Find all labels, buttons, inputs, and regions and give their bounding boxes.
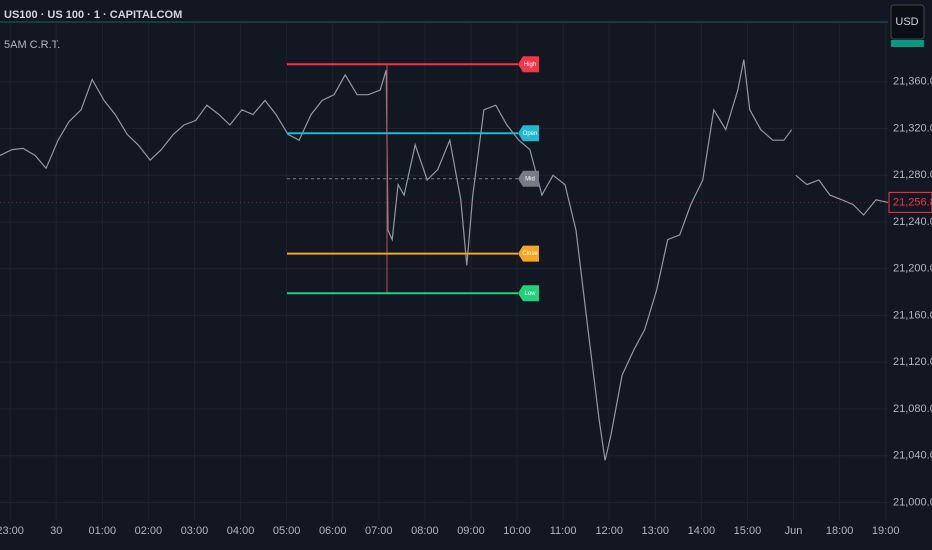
- plot-area: 21,000.0 21,040.0 21,080.0 21,120.0 21,160.0…: [0, 23, 932, 537]
- level-label: Mid: [525, 176, 535, 182]
- level-label: Open: [523, 131, 538, 137]
- x-tick-label: 08:00: [411, 525, 439, 537]
- level-tag: [518, 285, 539, 302]
- x-tick-label: 09:00: [457, 525, 485, 537]
- y-tick-label: 21,120.0: [893, 356, 932, 368]
- x-tick-label: 03:00: [181, 525, 209, 537]
- level-label: Close: [522, 251, 538, 257]
- x-tick-label: 05:00: [273, 525, 301, 537]
- y-tick-label: 21,320.0: [893, 122, 932, 134]
- y-tick-label: 21,000.0: [893, 496, 932, 508]
- x-tick-label: 18:00: [826, 525, 854, 537]
- x-tick-label: 11:00: [550, 525, 577, 537]
- level-tag: [518, 125, 539, 142]
- y-tick-label: 21,160.0: [893, 309, 932, 321]
- x-tick-label: 04:00: [227, 525, 255, 537]
- level-label: High: [524, 62, 536, 68]
- x-tick-label: 19:00: [872, 525, 900, 537]
- level-tag: [518, 245, 539, 262]
- x-tick-label: Jun: [785, 525, 803, 537]
- x-tick-label: 13:00: [642, 525, 670, 537]
- symbol-title: US100 · US 100 · 1 · CAPITALCOM: [4, 9, 182, 21]
- last-price-tag: [888, 191, 932, 213]
- x-tick-label: 15:00: [734, 525, 762, 537]
- price-badge: [891, 40, 924, 47]
- x-tick-label: 06:00: [319, 525, 347, 537]
- y-tick-label: 21,040.0: [893, 450, 932, 462]
- x-tick-label: 30: [50, 525, 62, 537]
- price-line: [0, 59, 889, 461]
- y-tick-label: 21,200.0: [893, 263, 932, 275]
- x-tick-label: 12:00: [595, 525, 623, 537]
- y-tick-label: 21,240.0: [893, 216, 932, 228]
- y-tick-label: 21,280.0: [893, 169, 932, 181]
- last-price-label: 21,256.8: [893, 196, 932, 208]
- x-tick-label: 01:00: [89, 525, 117, 537]
- x-tick-label: 10:00: [503, 525, 531, 537]
- y-tick-label: 21,360.0: [893, 76, 932, 88]
- x-tick-label: 02:00: [135, 525, 163, 537]
- level-label: Low: [524, 291, 536, 297]
- x-tick-label: 23:00: [0, 525, 24, 537]
- x-tick-label: 07:00: [365, 525, 393, 537]
- level-tag: [518, 170, 539, 187]
- y-tick-label: 21,080.0: [893, 403, 932, 415]
- currency-button[interactable]: [890, 4, 925, 40]
- indicator-name: 5AM C.R.T.: [4, 39, 60, 51]
- currency-label[interactable]: USD: [895, 16, 918, 28]
- level-tag: [518, 56, 539, 73]
- x-tick-label: 14:00: [688, 525, 716, 537]
